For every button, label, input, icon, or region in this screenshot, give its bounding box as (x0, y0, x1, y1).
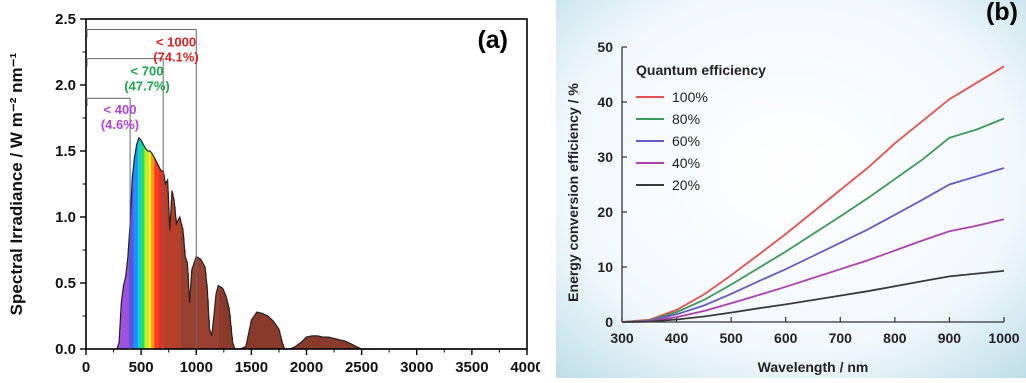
x-tick-label: 800 (883, 330, 907, 346)
y-tick-label: 40 (597, 94, 613, 110)
y-tick-label: 20 (597, 204, 613, 220)
x-tick-label: 1000 (180, 359, 213, 376)
x-tick-label: 900 (938, 330, 962, 346)
panel-label: (b) (986, 0, 1018, 26)
annotation-label: < 1000 (156, 35, 196, 50)
y-tick-label: 0.5 (55, 275, 76, 292)
x-tick-label: 2000 (290, 359, 323, 376)
x-tick-label: 3000 (400, 359, 433, 376)
x-tick-label: 600 (774, 330, 798, 346)
x-tick-label: 3500 (455, 359, 488, 376)
annotation-percent: (74.1%) (153, 50, 199, 65)
legend-title: Quantum efficiency (636, 62, 766, 78)
x-tick-label: 400 (665, 330, 689, 346)
x-tick-label: 1000 (988, 330, 1019, 346)
legend-label: 40% (672, 155, 700, 171)
legend-label: 100% (672, 89, 708, 105)
x-tick-label: 500 (719, 330, 743, 346)
y-tick-label: 50 (597, 39, 613, 55)
y-tick-label: 30 (597, 149, 613, 165)
x-axis-title: Wavelength / nm (758, 359, 869, 375)
y-tick-label: 1.5 (55, 143, 76, 160)
annotation-percent: (4.6%) (101, 117, 139, 132)
x-tick-label: 4000 (510, 359, 540, 376)
chart-a: 0 500 1000 1500 2000 2500 3000 3500 4000 0.0 0.5 1.… (0, 0, 540, 378)
chart-b-svg: 300 400 500 600 700 800 900 1000 0 10 20 30 40 50 Wave… (556, 0, 1026, 378)
x-tick-label: 2500 (345, 359, 378, 376)
y-tick-label: 0.0 (55, 341, 76, 358)
y-axis-title: Energy conversion efficiency / % (565, 83, 581, 302)
legend-label: 20% (672, 177, 700, 193)
panel-label: (a) (477, 26, 508, 54)
annotation-label: < 400 (104, 102, 137, 117)
y-tick-label: 2.5 (55, 11, 76, 28)
chart-b: 300 400 500 600 700 800 900 1000 0 10 20 30 40 50 Wave… (556, 0, 1026, 378)
x-tick-label: 500 (129, 359, 154, 376)
y-tick-label: 2.0 (55, 77, 76, 94)
legend-label: 60% (672, 133, 700, 149)
x-tick-label: 300 (610, 330, 634, 346)
spectrum-fill (117, 138, 362, 349)
y-tick-label: 10 (597, 259, 613, 275)
y-axis-title: Spectral Irradiance / W m⁻² nm⁻¹ (7, 52, 26, 315)
y-tick-label: 1.0 (55, 209, 76, 226)
x-tick-label: 700 (829, 330, 853, 346)
chart-a-svg: 0 500 1000 1500 2000 2500 3000 3500 4000 0.0 0.5 1.… (0, 0, 540, 378)
y-tick-label: 0 (605, 314, 613, 330)
x-tick-label: 1500 (235, 359, 268, 376)
annotation-percent: (47.7%) (124, 79, 170, 94)
annotation-label: < 700 (131, 64, 164, 79)
x-tick-label: 0 (82, 359, 90, 376)
legend-label: 80% (672, 111, 700, 127)
